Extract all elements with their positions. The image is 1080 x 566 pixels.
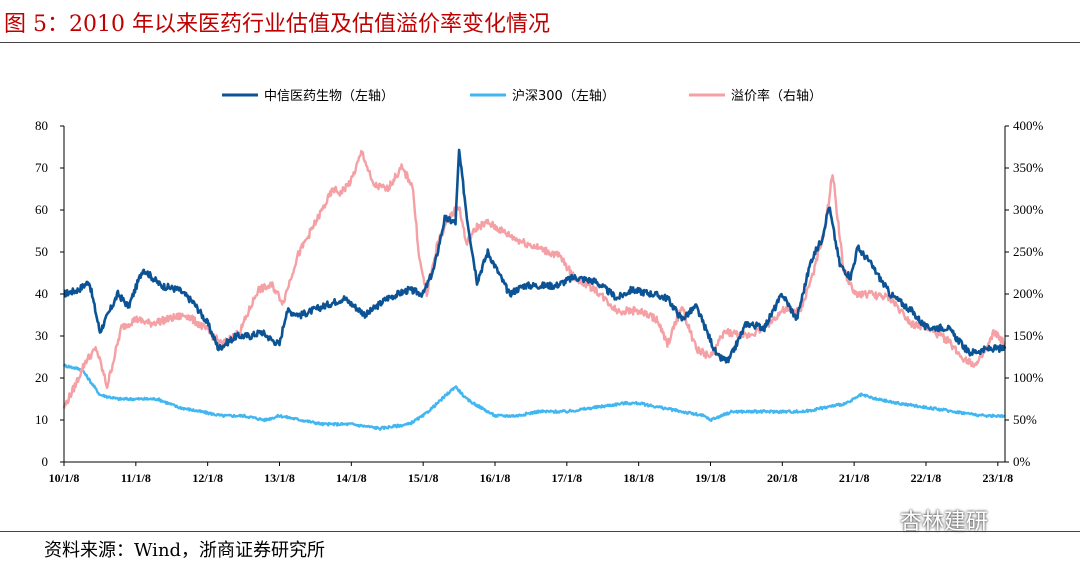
x-tick-label: 12/1/8 [192,471,223,485]
right-tick-label: 350% [1013,160,1044,175]
x-tick-label: 10/1/8 [49,471,80,485]
left-tick-label: 30 [35,328,48,343]
figure-title: 图 5：2010 年以来医药行业估值及估值溢价率变化情况 [4,12,550,37]
series-line-2 [62,149,1007,409]
right-tick-label: 300% [1013,202,1044,217]
chart: 中信医药生物（左轴） 沪深300（左轴） 溢价率（右轴） 0 10 20 30 40 50 60… [35,88,1044,485]
legend-label: 中信医药生物（左轴） [264,89,394,104]
x-tick-label: 23/1/8 [982,471,1013,485]
legend-label: 溢价率（右轴） [731,88,822,104]
x-tick-label: 19/1/8 [695,471,726,485]
left-tick-label: 10 [35,412,48,427]
series-line-1 [62,363,1006,431]
right-tick-label: 250% [1013,244,1044,259]
right-tick-label: 400% [1013,118,1044,133]
right-tick-label: 150% [1013,328,1044,343]
legend-item-0: 中信医药生物（左轴） [222,89,394,104]
title-rule [0,42,1080,43]
left-tick-label: 60 [35,202,48,217]
legend-label: 沪深300（左轴） [512,88,615,104]
left-tick-label: 80 [35,118,48,133]
right-tick-label: 50% [1013,412,1037,427]
series-line-0 [63,148,1007,364]
x-tick-label: 18/1/8 [623,471,654,485]
legend: 中信医药生物（左轴） 沪深300（左轴） 溢价率（右轴） [222,88,822,104]
left-tick-label: 20 [35,370,48,385]
x-tick-label: 15/1/8 [408,471,439,485]
series-layer [62,148,1007,431]
legend-item-2: 溢价率（右轴） [689,88,822,104]
left-tick-label: 70 [35,160,48,175]
bottom-rule [0,531,1080,532]
left-tick-label: 40 [35,286,48,301]
x-tick-label: 21/1/8 [839,471,870,485]
source-note: 资料来源：Wind，浙商证券研究所 [44,540,326,561]
x-tick-label: 11/1/8 [121,471,151,485]
legend-item-1: 沪深300（左轴） [470,88,615,104]
x-tick-label: 16/1/8 [480,471,511,485]
watermark: 杏林建研 [900,510,989,535]
x-tick-label: 13/1/8 [264,471,295,485]
right-tick-label: 100% [1013,370,1044,385]
right-tick-label: 0% [1013,454,1031,469]
right-tick-label: 200% [1013,286,1044,301]
axes: 0 10 20 30 40 50 60 70 80 0% 50% 100% 150% 200% 250% 30… [35,118,1044,485]
left-tick-label: 50 [35,244,48,259]
x-tick-label: 17/1/8 [551,471,582,485]
left-tick-label: 0 [42,454,49,469]
x-tick-label: 14/1/8 [336,471,367,485]
x-tick-label: 22/1/8 [911,471,942,485]
x-tick-label: 20/1/8 [767,471,798,485]
